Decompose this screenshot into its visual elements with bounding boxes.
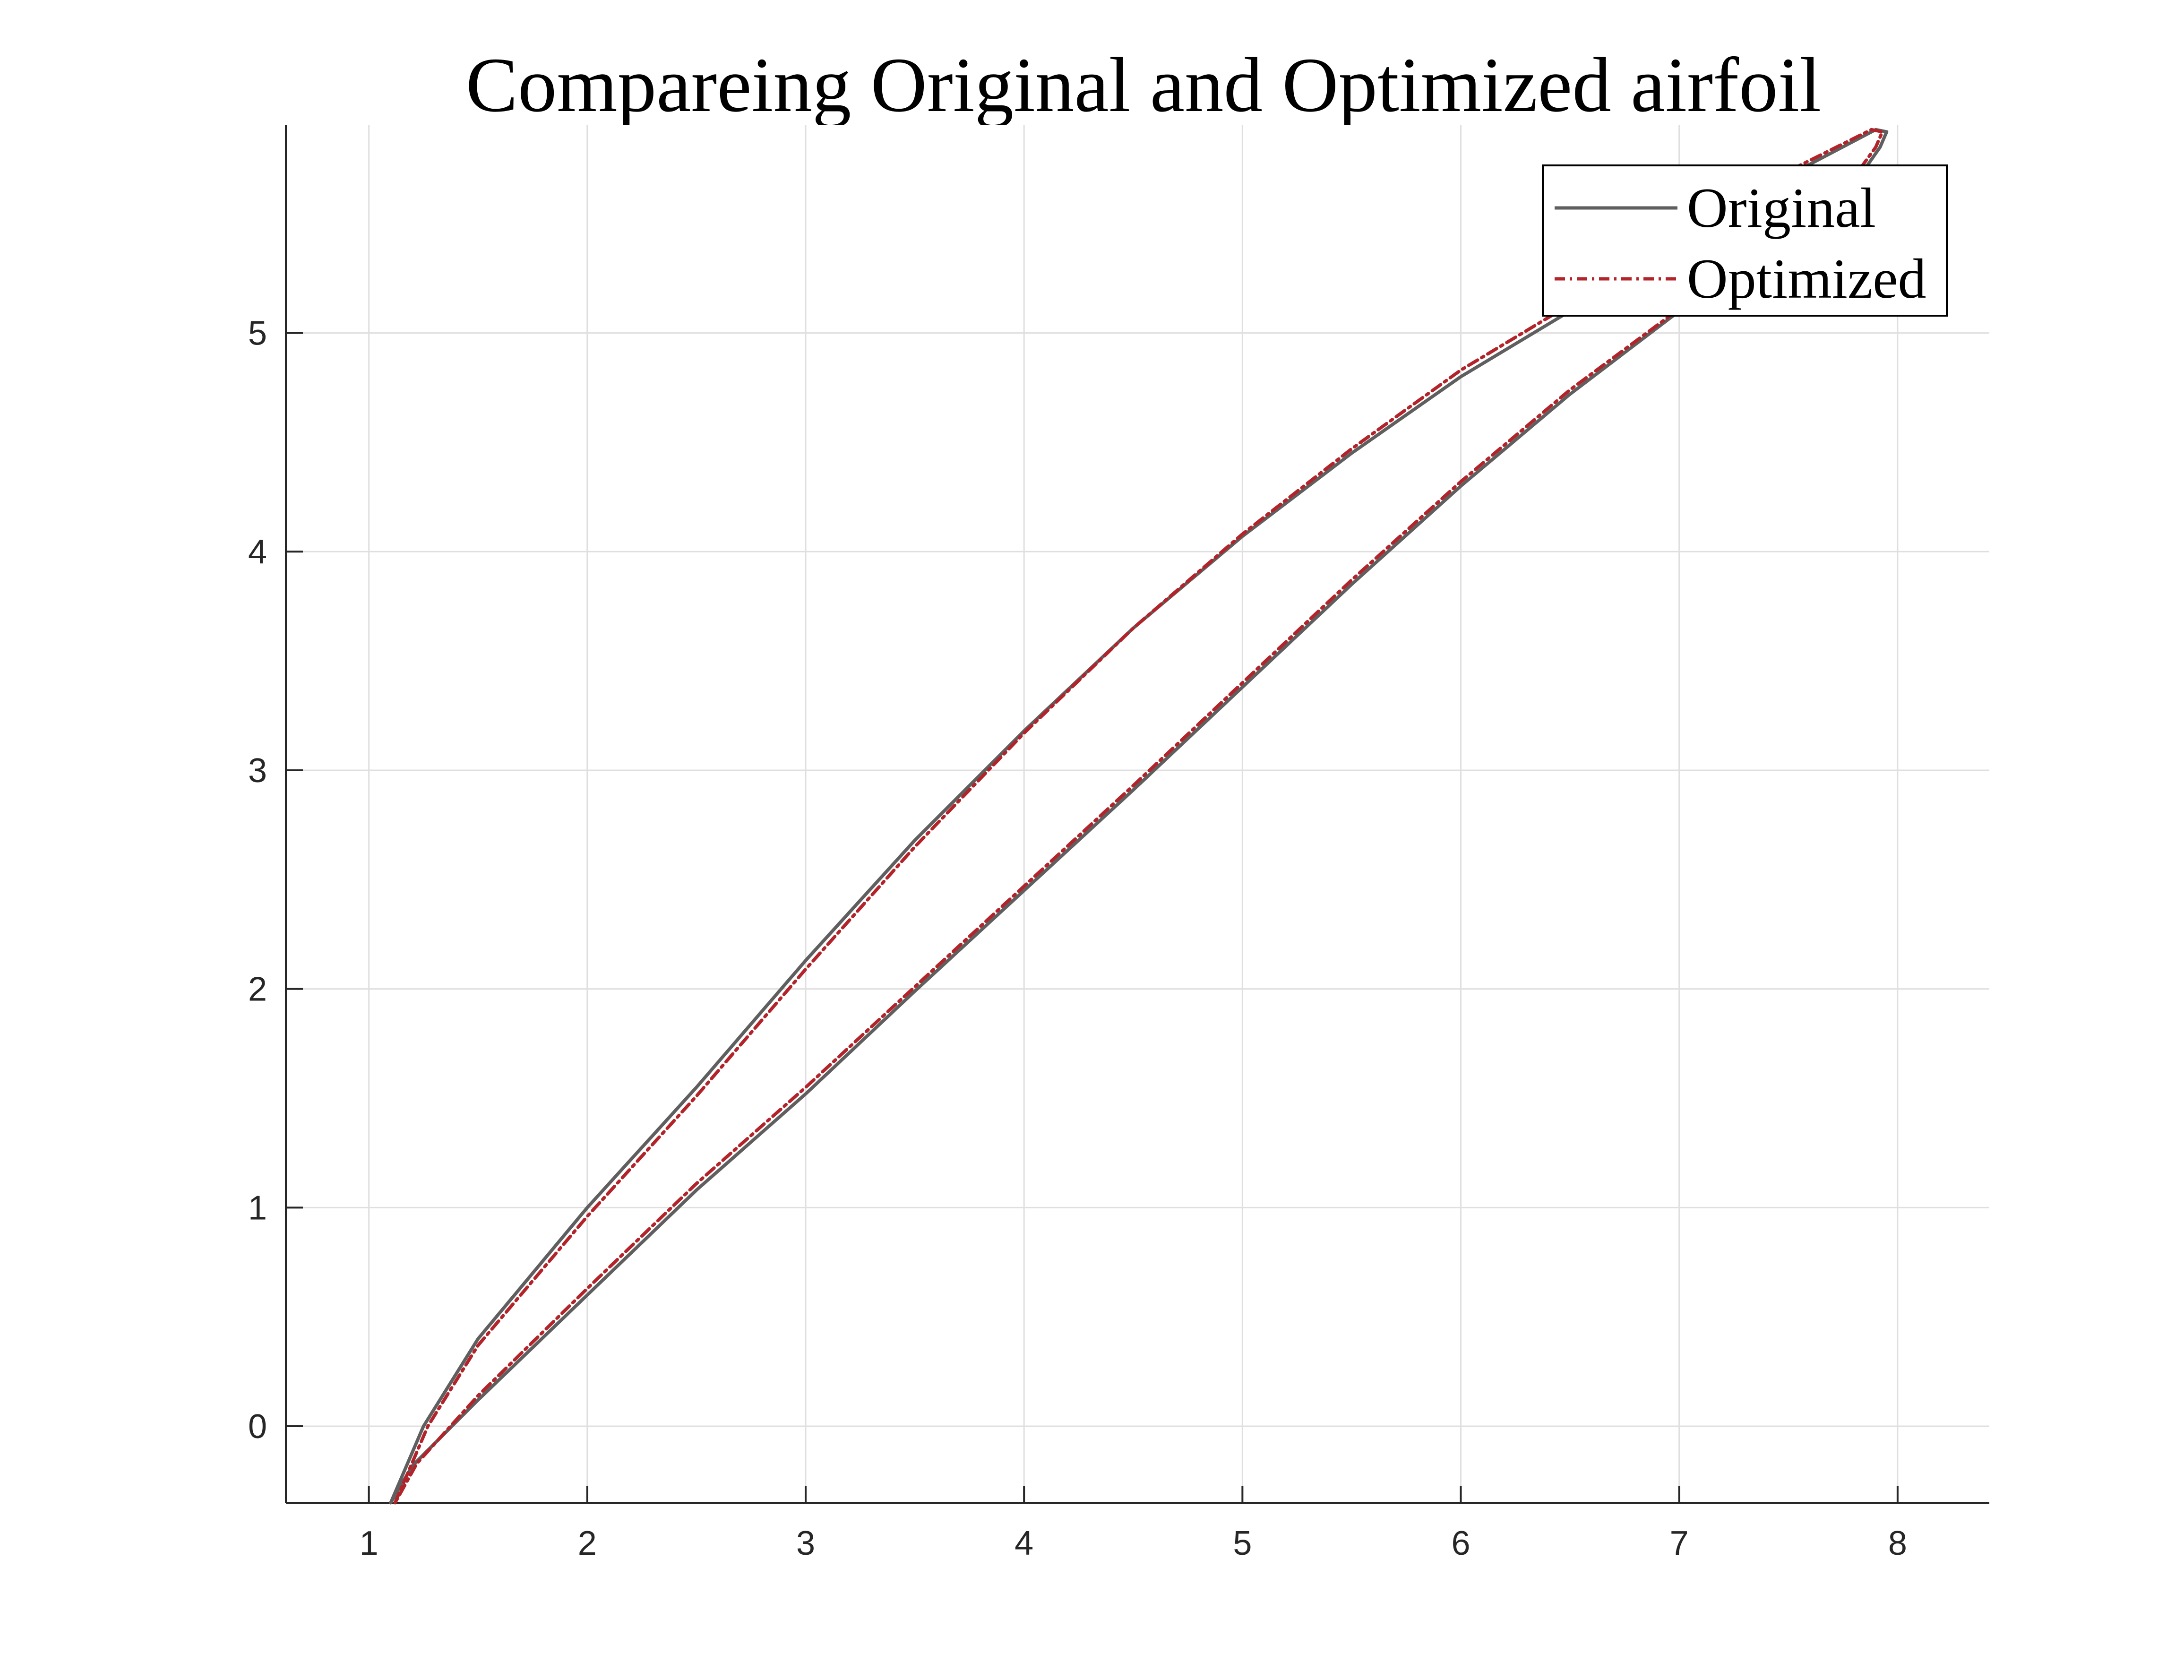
x-tick-label-7: 7 bbox=[1670, 1525, 1689, 1562]
y-tick-label-5: 5 bbox=[248, 315, 267, 353]
series-layer bbox=[389, 128, 1889, 1505]
y-tick-label-1: 1 bbox=[248, 1189, 267, 1227]
x-tick-label-6: 6 bbox=[1452, 1525, 1470, 1562]
series-line-original bbox=[389, 128, 1889, 1505]
y-tick-label-2: 2 bbox=[248, 971, 267, 1008]
grid-lines bbox=[286, 125, 1989, 1503]
tick-labels: 1 2 3 4 5 6 7 8 0 1 2 3 4 5 bbox=[248, 315, 1907, 1562]
legend-box bbox=[1542, 164, 1948, 317]
y-tick-label-4: 4 bbox=[248, 533, 267, 571]
chart-title: Compareing Original and Optimized airfoi… bbox=[466, 42, 1821, 128]
legend-label-original: Original bbox=[1687, 176, 1876, 239]
legend: Original Optimized bbox=[1542, 164, 1948, 317]
series-line-optimized bbox=[393, 128, 1884, 1505]
x-tick-label-3: 3 bbox=[796, 1525, 815, 1562]
plot-area bbox=[286, 125, 1989, 1503]
x-tick-label-1: 1 bbox=[360, 1525, 378, 1562]
x-tick-label-4: 4 bbox=[1015, 1525, 1033, 1562]
axes bbox=[285, 125, 1989, 1504]
x-tick-label-8: 8 bbox=[1888, 1525, 1907, 1562]
y-tick-label-3: 3 bbox=[248, 752, 267, 790]
x-tick-label-2: 2 bbox=[578, 1525, 597, 1562]
legend-label-optimized: Optimized bbox=[1687, 247, 1926, 310]
tick-marks bbox=[286, 332, 1899, 1503]
x-tick-label-5: 5 bbox=[1233, 1525, 1252, 1562]
y-tick-label-0: 0 bbox=[248, 1408, 267, 1446]
